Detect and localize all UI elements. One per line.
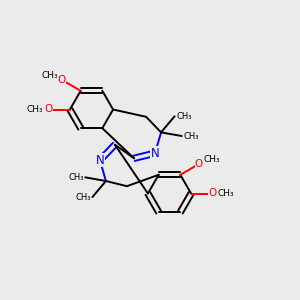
Text: CH₃: CH₃	[27, 105, 44, 114]
Text: N: N	[96, 154, 104, 167]
Text: O: O	[57, 75, 66, 85]
Text: CH₃: CH₃	[75, 193, 91, 202]
Text: N: N	[151, 147, 160, 160]
Text: O: O	[195, 159, 203, 169]
Text: CH₃: CH₃	[218, 189, 234, 198]
Text: CH₃: CH₃	[203, 155, 220, 164]
Text: O: O	[44, 104, 53, 115]
Text: CH₃: CH₃	[68, 173, 84, 182]
Text: CH₃: CH₃	[41, 71, 58, 80]
Text: CH₃: CH₃	[183, 131, 199, 140]
Text: O: O	[208, 188, 217, 199]
Text: CH₃: CH₃	[176, 112, 192, 121]
